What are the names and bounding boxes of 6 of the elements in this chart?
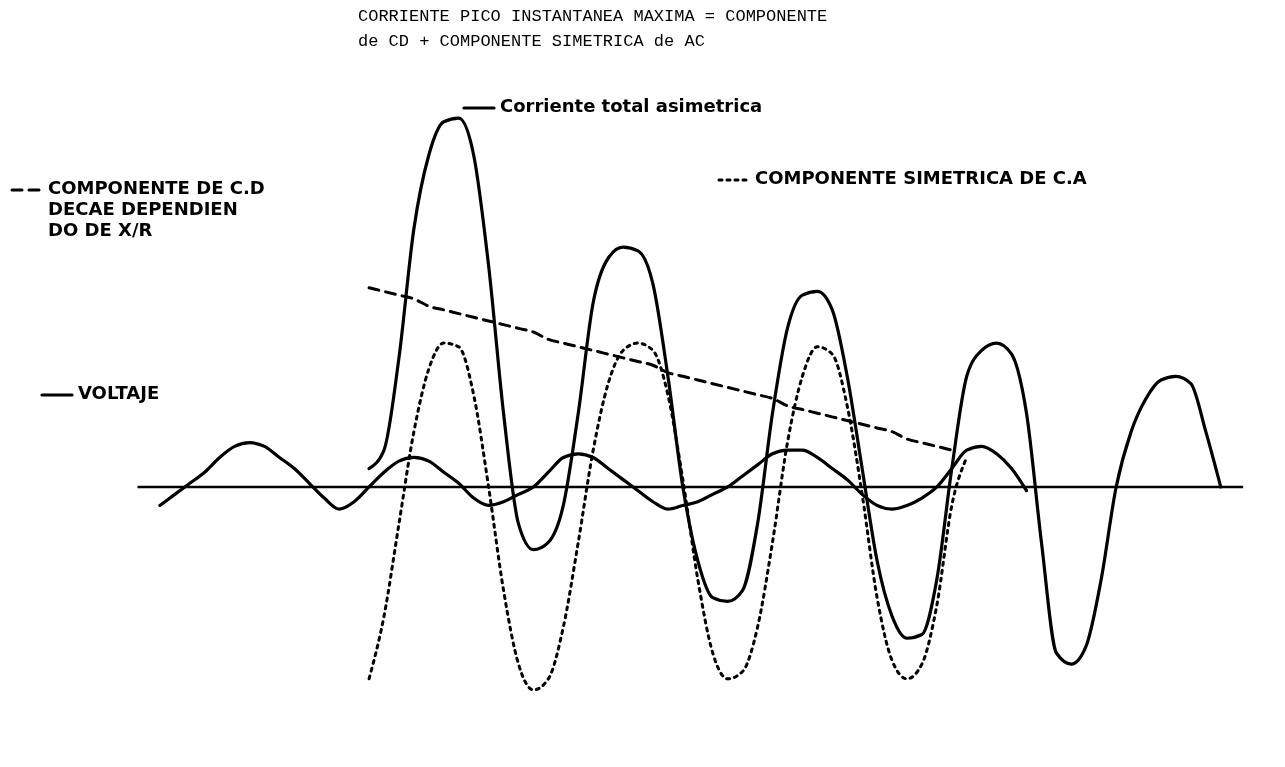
legend-label: COMPONENTE DE C.D DECAE DEPENDIEN DO DE X/R: [48, 177, 265, 240]
text: CORRIENTE PICO INSTANTANEA MAXIMA = COMPONENTE: [358, 7, 828, 26]
text: de CD + COMPONENTE SIMETRICA de AC: [358, 32, 705, 51]
legend-label: VOLTAJE: [78, 382, 160, 403]
legend-label: COMPONENTE SIMETRICA DE C.A: [755, 167, 1087, 188]
legend-label: Corriente total asimetrica: [500, 95, 763, 116]
